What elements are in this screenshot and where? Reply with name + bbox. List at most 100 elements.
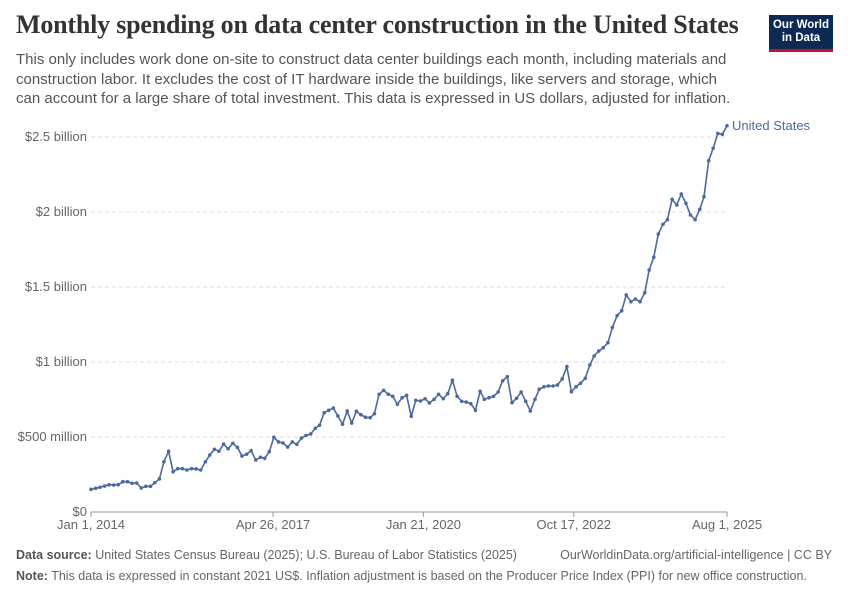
data-point (144, 484, 148, 489)
data-point (134, 481, 139, 485)
data-point (139, 486, 144, 490)
data-point (473, 408, 478, 413)
data-point (290, 440, 295, 444)
y-tick-label: $0 (73, 504, 87, 519)
data-point (455, 394, 459, 399)
series-line-united-states (90, 125, 728, 491)
data-point (295, 442, 299, 447)
data-point (304, 433, 308, 438)
data-point (262, 456, 267, 461)
data-point (418, 399, 423, 403)
data-point (363, 415, 368, 420)
data-point (162, 459, 166, 464)
data-point (711, 146, 715, 151)
data-point (725, 123, 729, 128)
data-point (615, 313, 619, 318)
data-point (111, 483, 116, 487)
data-point (409, 414, 414, 419)
data-point (560, 377, 565, 381)
data-point (349, 421, 354, 425)
data-point (436, 392, 441, 397)
data-point (175, 466, 180, 471)
data-point (555, 383, 560, 387)
data-point (565, 364, 569, 369)
data-point (642, 290, 647, 295)
data-point (244, 452, 249, 457)
note: Note: This data is expressed in constant… (16, 569, 807, 583)
data-point (217, 449, 221, 454)
data-point (702, 194, 706, 199)
data-point (180, 466, 185, 471)
data-point (89, 487, 93, 492)
data-point (661, 222, 665, 227)
data-point (121, 479, 125, 484)
source-label: Data source: (16, 548, 92, 562)
note-text: This data is expressed in constant 2021 … (51, 569, 807, 583)
data-point (629, 299, 633, 304)
data-point (230, 441, 235, 446)
data-point (267, 449, 272, 454)
data-point (633, 297, 638, 301)
data-point (116, 482, 121, 487)
data-point (674, 203, 679, 207)
data-point (459, 399, 464, 404)
y-tick-label: $500 million (18, 429, 87, 444)
data-point (107, 482, 111, 487)
data-point (450, 378, 455, 383)
data-point (706, 158, 711, 163)
data-point (533, 397, 537, 402)
data-point (413, 398, 418, 403)
data-point (647, 268, 651, 272)
data-point (281, 441, 285, 445)
data-point (468, 401, 473, 406)
data-point (423, 396, 427, 401)
y-tick-label: $2.5 billion (25, 129, 87, 144)
data-point (258, 455, 263, 460)
source-url[interactable]: OurWorldinData.org/artificial-intelligen… (560, 548, 832, 562)
data-point (445, 391, 450, 396)
data-point (317, 423, 322, 428)
series-label: United States (732, 118, 811, 133)
data-point (125, 479, 130, 484)
data-point (221, 442, 226, 446)
data-source: Data source: United States Census Bureau… (16, 548, 517, 562)
data-point (697, 207, 702, 212)
data-point (619, 308, 624, 313)
data-point (354, 409, 359, 414)
data-point (198, 468, 203, 472)
data-point (537, 387, 542, 392)
data-point (194, 467, 198, 471)
data-point (130, 481, 134, 486)
data-point (386, 392, 391, 397)
owid-logo[interactable]: Our World in Data (769, 15, 833, 52)
data-point (588, 363, 592, 367)
data-point (157, 477, 162, 481)
data-point (331, 406, 336, 410)
data-point (510, 400, 514, 405)
data-point (377, 392, 381, 397)
data-point (441, 396, 446, 401)
data-point (546, 384, 551, 388)
data-point (400, 395, 404, 400)
data-point (693, 217, 697, 222)
x-tick-label: Oct 17, 2022 (537, 517, 611, 532)
data-point (606, 340, 610, 345)
data-point (253, 458, 258, 462)
data-point (171, 470, 175, 474)
data-point (166, 449, 171, 454)
data-point (684, 201, 688, 206)
data-point (326, 408, 331, 413)
source-text[interactable]: United States Census Bureau (2025); U.S.… (95, 548, 517, 562)
data-point (404, 393, 409, 398)
data-point (551, 384, 555, 388)
data-point (427, 401, 432, 405)
data-point (249, 448, 253, 453)
x-tick-label: Aug 1, 2025 (692, 517, 762, 532)
data-point (345, 409, 350, 413)
data-point (651, 255, 656, 260)
data-point (523, 399, 528, 404)
data-point (542, 384, 546, 389)
data-point (432, 397, 436, 402)
data-point (148, 484, 153, 489)
